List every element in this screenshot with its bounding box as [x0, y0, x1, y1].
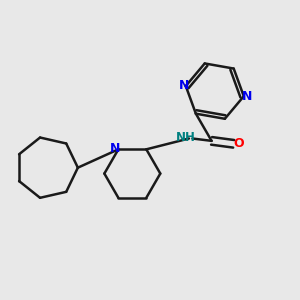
- Text: O: O: [234, 137, 244, 150]
- Text: NH: NH: [176, 130, 196, 143]
- Text: N: N: [242, 90, 253, 103]
- Text: N: N: [110, 142, 120, 155]
- Text: N: N: [179, 79, 190, 92]
